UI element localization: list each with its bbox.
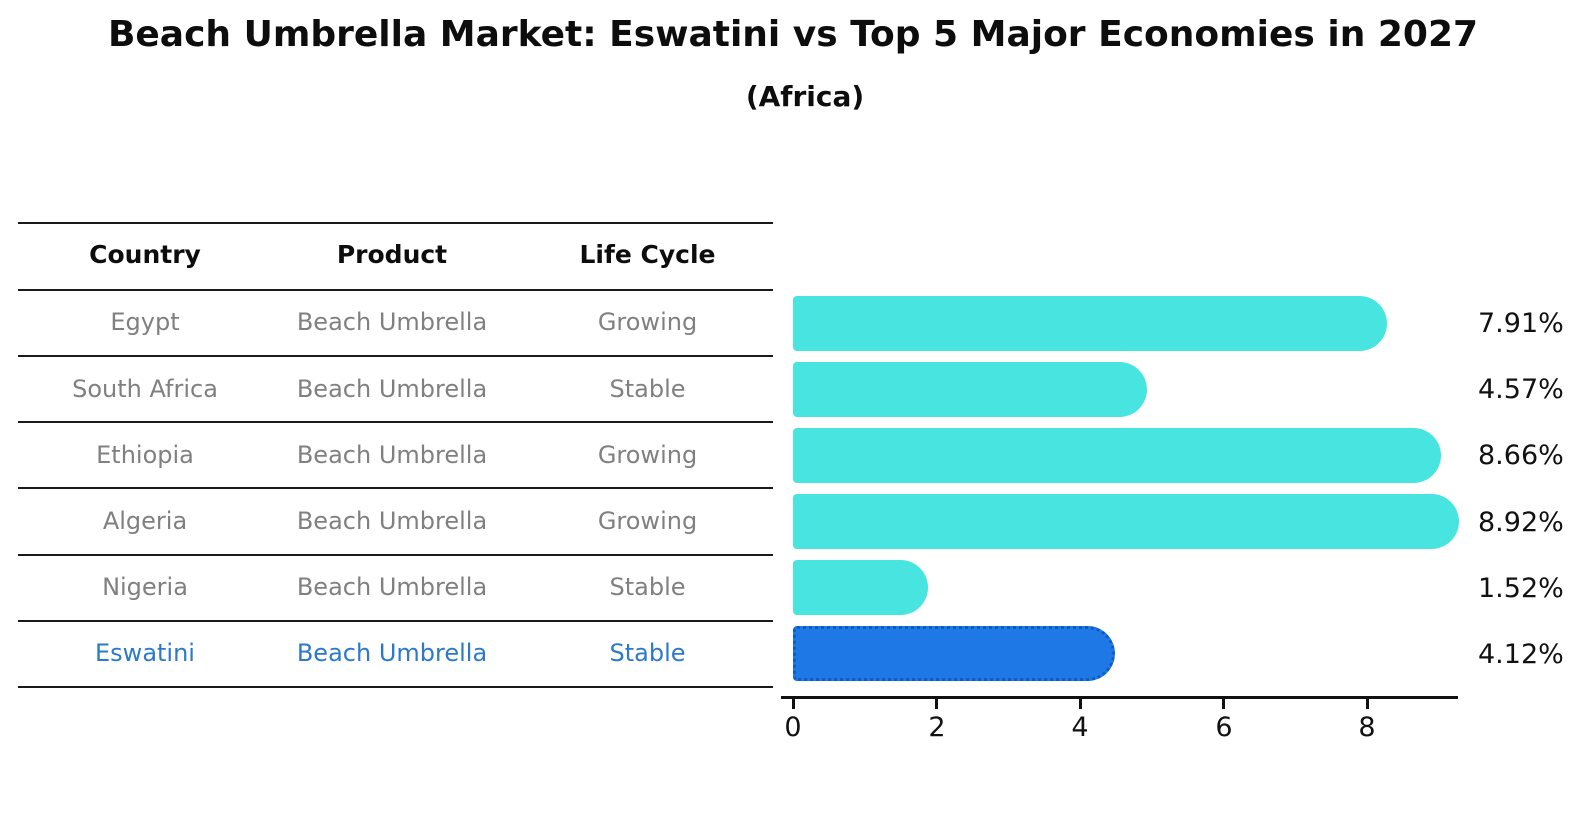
chart-title: Beach Umbrella Market: Eswatini vs Top 5… (107, 14, 1479, 55)
value-label: 4.12% (1478, 639, 1564, 670)
value-label: 1.52% (1478, 573, 1564, 604)
value-label: 8.66% (1478, 440, 1564, 471)
cell-country: South Africa (72, 375, 218, 403)
cell-country: Algeria (102, 507, 188, 535)
cell-life-cycle: Stable (609, 375, 686, 403)
column-header-life-cycle: Life Cycle (579, 240, 716, 269)
x-axis-tick-label: 0 (784, 712, 802, 743)
cell-product: Beach Umbrella (296, 441, 488, 469)
bar-algeria (793, 494, 1459, 549)
bar-eswatini-highlighted (793, 626, 1115, 681)
cell-country: Ethiopia (96, 441, 194, 469)
table-divider (18, 421, 773, 423)
bar-south-africa (793, 362, 1147, 417)
table-divider (18, 620, 773, 622)
cell-life-cycle: Stable (609, 573, 686, 601)
x-axis-tick-label: 8 (1358, 712, 1376, 743)
cell-country: Egypt (110, 308, 180, 336)
cell-product: Beach Umbrella (296, 375, 488, 403)
chart-subtitle: (Africa) (745, 80, 865, 113)
x-axis-tick-label: 6 (1215, 712, 1233, 743)
x-axis-tick (1222, 699, 1225, 709)
value-label: 8.92% (1478, 507, 1564, 538)
table-divider (18, 222, 773, 224)
x-axis-tick (935, 699, 938, 709)
cell-country: Eswatini (95, 639, 195, 667)
table-divider (18, 289, 773, 291)
cell-product: Beach Umbrella (296, 507, 488, 535)
table-divider (18, 355, 773, 357)
bar-ethiopia (793, 428, 1441, 483)
x-axis-tick (1366, 699, 1369, 709)
bar-egypt (793, 296, 1387, 351)
x-axis-line (781, 696, 1458, 699)
value-label: 7.91% (1478, 308, 1564, 339)
cell-product: Beach Umbrella (296, 573, 488, 601)
table-divider (18, 487, 773, 489)
cell-product: Beach Umbrella (296, 639, 488, 667)
cell-life-cycle: Growing (597, 441, 698, 469)
cell-life-cycle: Growing (597, 507, 698, 535)
x-axis-tick (1079, 699, 1082, 709)
cell-product: Beach Umbrella (296, 308, 488, 336)
x-axis-tick-label: 4 (1071, 712, 1089, 743)
value-label: 4.57% (1478, 374, 1564, 405)
table-divider (18, 686, 773, 688)
column-header-product: Product (336, 240, 448, 269)
bar-nigeria (793, 560, 928, 615)
x-axis-tick (792, 699, 795, 709)
cell-life-cycle: Stable (609, 639, 686, 667)
cell-country: Nigeria (102, 573, 188, 601)
cell-life-cycle: Growing (597, 308, 698, 336)
column-header-country: Country (89, 240, 201, 269)
table-divider (18, 554, 773, 556)
x-axis-tick-label: 2 (928, 712, 946, 743)
